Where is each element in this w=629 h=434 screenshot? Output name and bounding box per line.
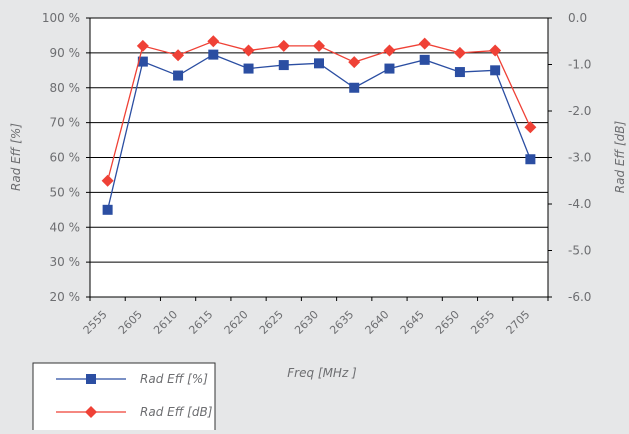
data-point (525, 154, 536, 165)
data-point (136, 39, 149, 52)
data-point (418, 37, 431, 50)
y-left-tick-label: 90 % (50, 46, 81, 60)
data-point (172, 49, 185, 62)
data-point (101, 174, 114, 187)
data-point (490, 65, 501, 76)
x-tick-label: 2655 (468, 308, 497, 337)
x-tick-label: 2705 (504, 308, 533, 337)
data-point (278, 60, 289, 71)
x-tick-label: 2555 (81, 308, 110, 337)
y-left-tick-label: 60 % (50, 151, 81, 165)
data-point (383, 44, 396, 57)
x-axis-title: Freq [MHz ] (287, 366, 357, 380)
y-right-tick-label: -6.0 (568, 290, 591, 304)
y-right-tick-label: 0.0 (568, 11, 587, 25)
y-left-tick-label: 40 % (50, 220, 81, 234)
y-left-tick-label: 80 % (50, 81, 81, 95)
y-right-tick-label: -4.0 (568, 197, 591, 211)
data-point (314, 58, 324, 69)
data-point (242, 44, 255, 57)
x-tick-label: 2640 (363, 308, 392, 337)
x-tick-label: 2615 (186, 308, 215, 337)
x-tick-label: 2630 (292, 308, 321, 337)
data-point (489, 44, 502, 57)
data-point (348, 56, 361, 69)
legend-marker (85, 406, 97, 418)
legend-box (32, 362, 216, 434)
data-point (313, 39, 325, 52)
data-point (419, 54, 430, 65)
x-tick-label: 2650 (433, 308, 462, 337)
y-right-tick-label: -3.0 (568, 151, 591, 165)
data-point (173, 70, 184, 81)
y-axis-right-title: Rad Eff [dB] (613, 120, 627, 193)
y-left-tick-label: 20 % (50, 290, 81, 304)
data-point (453, 46, 466, 59)
y-right-tick-label: -5.0 (568, 244, 591, 258)
data-point (349, 82, 360, 93)
legend-label: Rad Eff [dB] (140, 405, 213, 419)
y-left-tick-label: 70 % (50, 116, 81, 130)
x-tick-label: 2605 (116, 308, 145, 337)
y-right-tick-label: -2.0 (568, 104, 591, 118)
data-point (137, 56, 148, 67)
legend-marker (86, 374, 96, 384)
x-tick-label: 2620 (222, 308, 251, 337)
data-point (384, 63, 395, 74)
data-point (243, 63, 254, 74)
x-tick-label: 2635 (327, 308, 356, 337)
data-point (207, 35, 220, 48)
x-tick-label: 2625 (257, 308, 286, 337)
data-point (454, 67, 465, 78)
y-axis-left-title: Rad Eff [%] (9, 123, 23, 191)
data-point (524, 121, 537, 134)
y-left-tick-label: 50 % (50, 185, 81, 199)
legend-label: Rad Eff [%] (140, 372, 208, 386)
y-left-tick-label: 100 % (42, 11, 80, 25)
x-tick-label: 2610 (151, 308, 180, 337)
data-point (277, 39, 290, 52)
x-tick-label: 2645 (398, 308, 427, 337)
data-point (208, 49, 219, 60)
y-left-tick-label: 30 % (50, 255, 81, 269)
data-point (102, 204, 113, 215)
y-right-tick-label: -1.0 (568, 58, 591, 72)
